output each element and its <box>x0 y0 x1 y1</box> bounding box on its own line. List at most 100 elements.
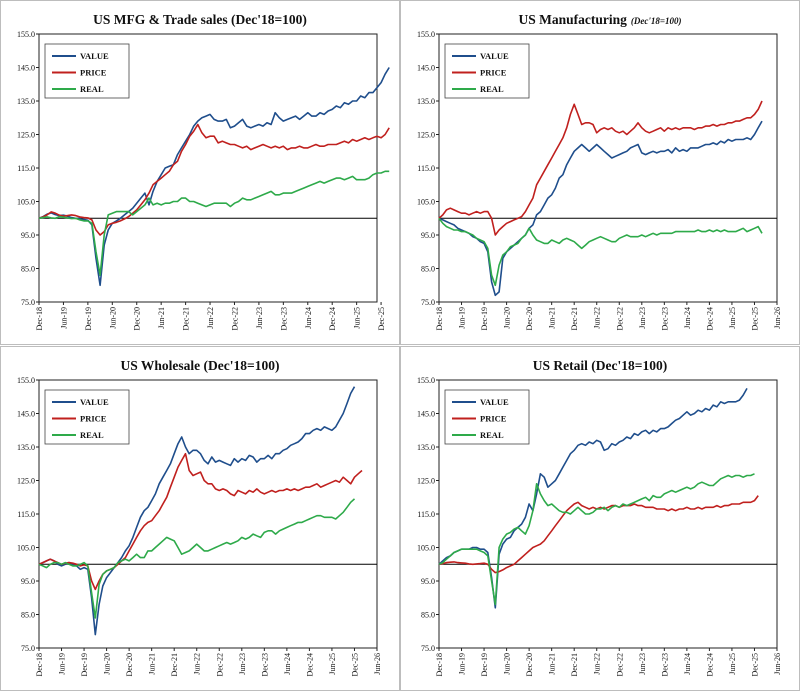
y-tick-label: 135.0 <box>17 97 35 106</box>
x-tick-label: Dec-23 <box>660 307 669 331</box>
chart-panel-wholesale: US Wholesale (Dec'18=100) 155.0 145.0 135.0… <box>0 346 400 691</box>
x-tick-label: Jun-25 <box>728 307 737 329</box>
x-tick-label: Dec-25 <box>377 307 386 331</box>
x-tick-label: Dec-19 <box>80 653 89 677</box>
y-tick-label: 145.0 <box>17 64 35 73</box>
y-tick-label: 75.0 <box>21 298 35 307</box>
y-tick-label: 85.0 <box>21 611 35 620</box>
series-line-value <box>38 67 390 287</box>
x-tick-label: Dec-25 <box>350 653 359 677</box>
series-line-price <box>38 452 363 591</box>
y-tick-label: 155.0 <box>417 30 435 39</box>
legend-label-price: PRICE <box>480 414 507 424</box>
x-tick-label: Jun-21 <box>548 653 557 675</box>
chart-title-main: US Wholesale (Dec'18=100) <box>121 358 280 373</box>
chart-panel-manufacturing: US Manufacturing (Dec'18=100) 155.0 145.0 13… <box>400 0 800 345</box>
x-tick-label: Dec-24 <box>328 307 337 331</box>
chart-title-main: US Retail (Dec'18=100) <box>533 358 667 373</box>
y-tick-label: 145.0 <box>417 64 435 73</box>
x-tick-label: Jun-20 <box>108 307 117 329</box>
chart-title: US Wholesale (Dec'18=100) <box>121 358 280 373</box>
legend-label-value: VALUE <box>80 397 109 407</box>
chart-svg: US Wholesale (Dec'18=100) 155.0 145.0 135.0… <box>17 358 382 677</box>
y-tick-label: 85.0 <box>421 611 435 620</box>
series-line-price <box>38 123 390 236</box>
x-tick-label: Dec-23 <box>260 653 269 677</box>
chart-svg: US Manufacturing (Dec'18=100) 155.0 145.0 13… <box>417 12 782 331</box>
x-tick-label: Dec-21 <box>170 653 179 677</box>
x-tick-label: Jun-21 <box>148 653 157 675</box>
y-tick-label: 75.0 <box>421 298 435 307</box>
x-tick-label: Dec-20 <box>125 653 134 677</box>
x-tick-label: Dec-22 <box>615 653 624 677</box>
legend-label-price: PRICE <box>480 68 507 78</box>
x-tick-label: Dec-20 <box>525 307 534 331</box>
y-tick-label: 145.0 <box>17 410 35 419</box>
x-tick-label: Dec-24 <box>705 653 714 677</box>
x-tick-label: Dec-21 <box>570 307 579 331</box>
y-tick-label: 115.0 <box>17 164 35 173</box>
x-tick-label: Dec-22 <box>230 307 239 331</box>
chart-panel-retail: US Retail (Dec'18=100) 155.0 145.0 135.0 125… <box>400 346 800 691</box>
chart-title: US MFG & Trade sales (Dec'18=100) <box>93 12 307 27</box>
x-tick-label: Jun-22 <box>593 307 602 329</box>
y-tick-label: 85.0 <box>21 265 35 274</box>
y-tick-label: 75.0 <box>21 644 35 653</box>
y-tick-label: 95.0 <box>421 231 435 240</box>
x-tick-label: Dec-18 <box>35 307 44 331</box>
y-tick-label: 115.0 <box>417 164 435 173</box>
x-tick-label: Dec-21 <box>182 307 191 331</box>
y-tick-label: 95.0 <box>421 577 435 586</box>
x-tick-label: Dec-22 <box>215 653 224 677</box>
series-line-price <box>438 495 759 574</box>
legend: VALUE PRICE REAL <box>44 43 130 99</box>
x-tick-label: Dec-22 <box>615 307 624 331</box>
y-tick-label: 125.0 <box>417 131 435 140</box>
y-tick-label: 145.0 <box>417 410 435 419</box>
x-tick-label: Jun-19 <box>458 653 467 675</box>
chart-title-sub: (Dec'18=100) <box>631 16 682 26</box>
chart-panel-mfg-trade: US MFG & Trade sales (Dec'18=100) 155.0 14… <box>0 0 400 345</box>
legend-label-real: REAL <box>480 430 504 440</box>
series-line-real <box>38 170 390 277</box>
series-line-value <box>438 120 763 297</box>
y-tick-label: 155.0 <box>17 376 35 385</box>
x-tick-label: Dec-19 <box>480 307 489 331</box>
x-tick-label: Jun-24 <box>304 307 313 329</box>
x-tick-label: Jun-23 <box>255 307 264 329</box>
series-line-price <box>438 100 763 236</box>
chart-svg: US Retail (Dec'18=100) 155.0 145.0 135.0 125… <box>417 358 782 677</box>
y-tick-label: 115.0 <box>417 510 435 519</box>
y-tick-label: 135.0 <box>417 443 435 452</box>
chart-title-main: US MFG & Trade sales (Dec'18=100) <box>93 12 307 27</box>
x-tick-label: Dec-24 <box>705 307 714 331</box>
y-tick-label: 95.0 <box>21 577 35 586</box>
x-tick-label: Dec-19 <box>84 307 93 331</box>
x-tick-label: Dec-18 <box>435 307 444 331</box>
y-tick-label: 155.0 <box>17 30 35 39</box>
y-tick-label: 75.0 <box>421 644 435 653</box>
series-line-real <box>438 473 755 606</box>
y-tick-label: 105.0 <box>17 198 35 207</box>
x-tick-label: Jun-23 <box>238 653 247 675</box>
chart-title: US Manufacturing (Dec'18=100) <box>518 12 681 27</box>
legend: VALUE PRICE REAL <box>444 389 530 445</box>
x-tick-label: Jun-24 <box>683 307 692 329</box>
x-tick-label: Jun-20 <box>503 307 512 329</box>
y-tick-label: 125.0 <box>417 477 435 486</box>
y-tick-label: 155.0 <box>417 376 435 385</box>
x-tick-label: Dec-20 <box>525 653 534 677</box>
x-tick-label: Jun-24 <box>683 653 692 675</box>
x-tick-label: Dec-20 <box>133 307 142 331</box>
x-tick-label: Jun-20 <box>503 653 512 675</box>
x-tick-label: Dec-25 <box>750 653 759 677</box>
y-tick-label: 105.0 <box>17 544 35 553</box>
legend: VALUE PRICE REAL <box>44 389 130 445</box>
legend-label-value: VALUE <box>480 397 509 407</box>
x-tick-label: Jun-19 <box>458 307 467 329</box>
y-tick-label: 95.0 <box>21 231 35 240</box>
y-tick-label: 135.0 <box>17 443 35 452</box>
x-tick-label: Jun-25 <box>353 307 362 329</box>
x-tick-label: Jun-19 <box>58 653 67 675</box>
